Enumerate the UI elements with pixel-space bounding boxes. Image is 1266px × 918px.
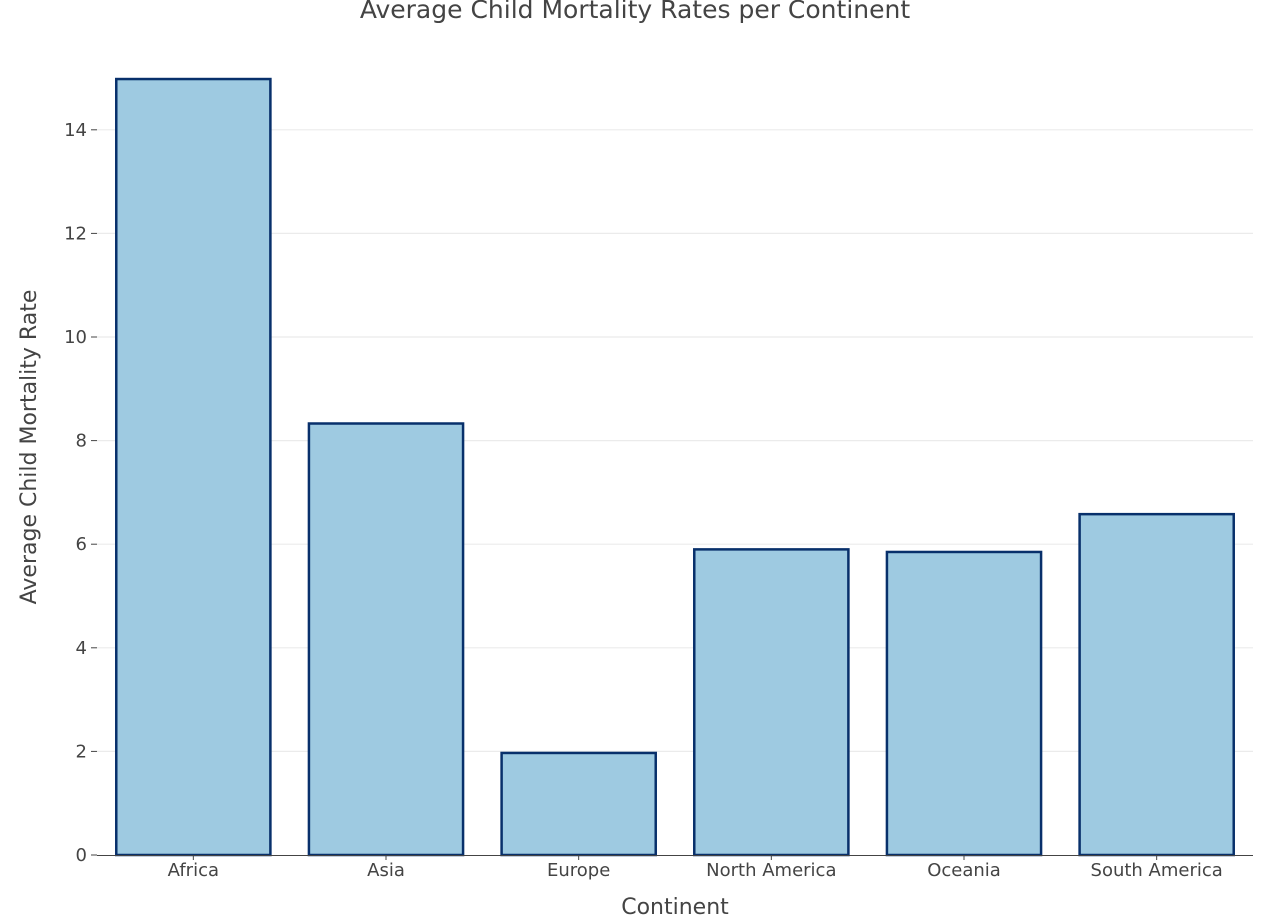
x-tick-label: Oceania xyxy=(927,860,1001,881)
bar-africa xyxy=(115,77,272,857)
y-tick-label: 12 xyxy=(64,223,87,244)
y-axis-ticks: 0 2 4 6 8 10 12 14 xyxy=(64,120,97,866)
y-tick-label: 0 xyxy=(76,845,87,866)
bar-north-america xyxy=(693,548,850,857)
chart-title: Average Child Mortality Rates per Contin… xyxy=(360,0,911,24)
y-tick-label: 6 xyxy=(76,534,87,555)
bar-oceania xyxy=(885,550,1043,857)
x-axis-title: Continent xyxy=(621,895,729,918)
y-tick-label: 8 xyxy=(76,431,87,452)
x-tick-label: South America xyxy=(1091,860,1223,881)
x-tick-label: Africa xyxy=(168,860,219,881)
y-tick-label: 2 xyxy=(76,741,87,762)
bar-europe xyxy=(500,751,657,857)
y-tick-label: 10 xyxy=(64,327,87,348)
x-tick-label: Asia xyxy=(367,860,405,881)
bar-south-america xyxy=(1078,512,1235,857)
y-tick-label: 14 xyxy=(64,120,87,141)
x-tick-label: North America xyxy=(706,860,836,881)
bars xyxy=(115,77,1235,857)
y-tick-label: 4 xyxy=(76,638,87,659)
bar-asia xyxy=(307,422,465,857)
gridlines xyxy=(97,129,1253,753)
x-tick-label: Europe xyxy=(547,860,610,881)
y-axis-title: Average Child Mortality Rate xyxy=(17,290,42,605)
x-axis-ticks: Africa Asia Europe North America Oceania Sout… xyxy=(168,855,1223,881)
